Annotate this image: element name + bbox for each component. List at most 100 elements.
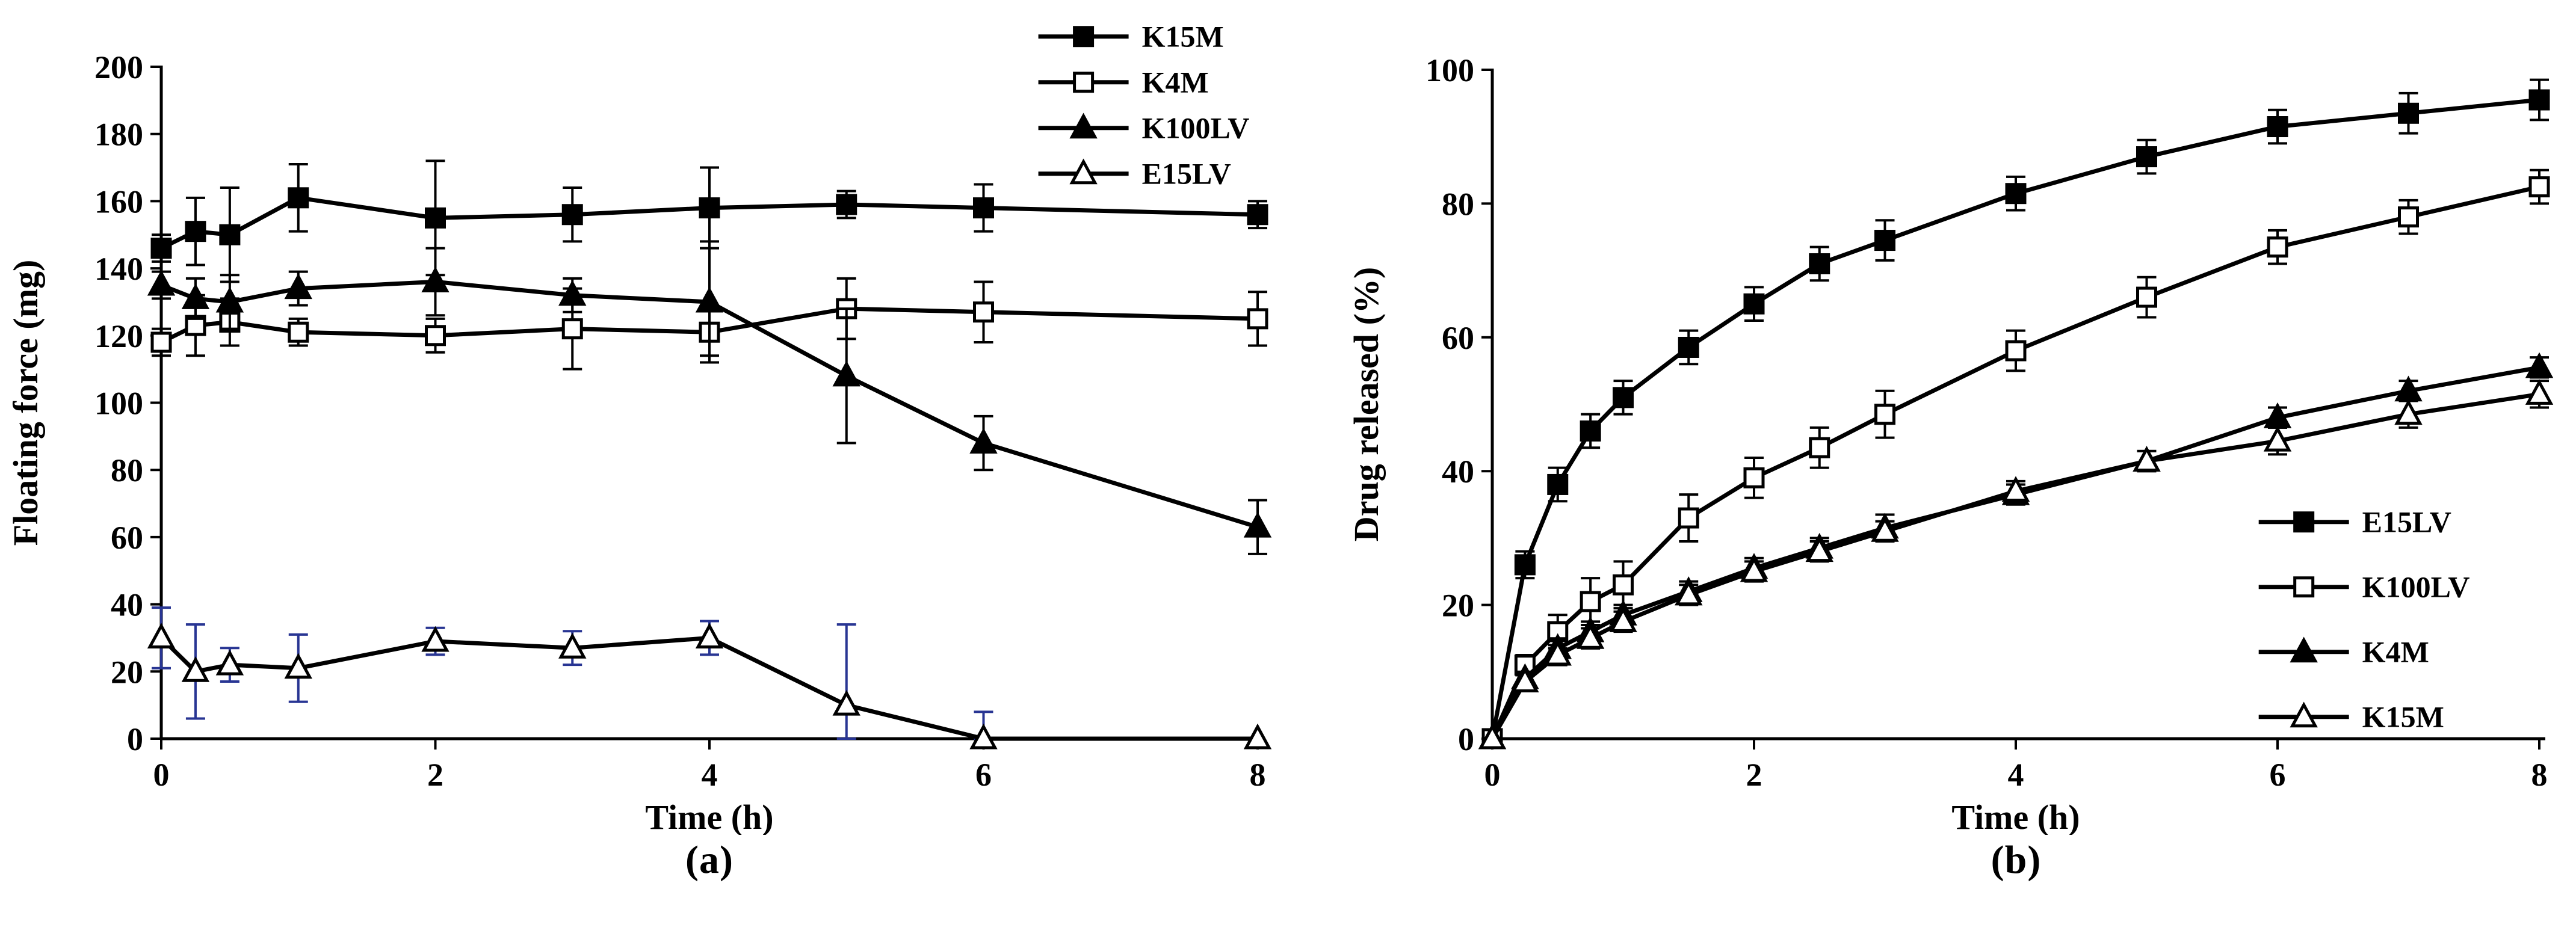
- data-point-marker: [1613, 387, 1634, 408]
- data-point-marker: [2263, 425, 2292, 452]
- data-point-marker: [150, 238, 172, 259]
- data-point-marker: [1243, 723, 1272, 750]
- data-point-marker: [421, 266, 449, 292]
- data-point-marker: [421, 626, 449, 652]
- data-point-marker: [150, 331, 172, 353]
- panel-a: 0 2 4 6 8 0 20 40 60 80 100 120 140 160 180 200 Time (h)…: [0, 10, 1288, 883]
- data-point-marker: [2398, 102, 2419, 124]
- error-bars: [1515, 78, 2549, 580]
- x-axis-label: Time (h): [1951, 798, 2080, 835]
- series-line: [160, 306, 1258, 345]
- y-axis-label: Floating force (mg): [6, 260, 45, 546]
- x-tick-label: 8: [1250, 757, 1266, 793]
- series-line: [160, 196, 1258, 250]
- data-point-marker: [2001, 476, 2030, 502]
- error-bars: [152, 606, 993, 740]
- y-tick-label: 140: [94, 251, 143, 287]
- data-point-marker: [695, 286, 724, 313]
- y-tick-label: 20: [111, 654, 143, 690]
- data-point-marker: [973, 197, 994, 219]
- data-point-marker: [1247, 204, 1268, 226]
- data-point-marker: [219, 224, 241, 245]
- two-panel-figure: 0 2 4 6 8 0 20 40 60 80 100 120 140 160 180 200 Time (h)…: [0, 10, 2576, 883]
- data-point-marker: [425, 325, 446, 346]
- data-point-marker: [1609, 606, 1637, 632]
- data-point-marker: [1069, 158, 1098, 185]
- data-point-marker: [2267, 236, 2288, 258]
- x-tick-label: 4: [702, 757, 718, 793]
- data-point-marker: [2528, 89, 2550, 111]
- data-point-marker: [284, 653, 312, 679]
- panel-b-label: (b): [1991, 838, 2042, 882]
- data-point-marker: [1678, 507, 1699, 529]
- legend-label: K15M: [1142, 20, 1224, 54]
- data-point-marker: [2136, 286, 2157, 308]
- series-line: [1490, 365, 2540, 740]
- legend-label: K100LV: [2362, 570, 2470, 604]
- data-point-marker: [1743, 467, 1765, 488]
- data-point-marker: [1511, 667, 1539, 692]
- data-point-marker: [1543, 639, 1572, 666]
- legend-label: E15LV: [2362, 505, 2451, 539]
- data-point-marker: [1743, 293, 1765, 315]
- data-point-marker: [1805, 536, 1833, 562]
- data-point-marker: [1678, 336, 1699, 358]
- data-point-marker: [2005, 183, 2027, 205]
- data-point-marker: [2528, 176, 2550, 198]
- y-tick-label: 20: [1442, 588, 1474, 624]
- x-tick-label: 0: [1484, 757, 1501, 793]
- legend: E15LV K100LV K4M K15M: [2258, 505, 2470, 734]
- data-point-marker: [284, 273, 312, 300]
- x-tick-label: 6: [2270, 757, 2286, 793]
- series-E15LV: [147, 606, 1272, 750]
- data-point-marker: [1580, 420, 1601, 442]
- y-tick-label: 80: [111, 452, 143, 488]
- data-point-marker: [2394, 399, 2423, 425]
- y-tick-label: 180: [94, 117, 143, 153]
- data-point-marker: [1740, 556, 1768, 582]
- legend: K15M K4M K100LV E15LV: [1038, 20, 1249, 191]
- data-point-marker: [1247, 308, 1268, 330]
- data-point-marker: [2293, 511, 2315, 533]
- data-point-marker: [1809, 437, 1830, 458]
- data-point-marker: [969, 723, 998, 750]
- x-tick-label: 2: [427, 757, 443, 793]
- legend-label: K15M: [2362, 700, 2444, 734]
- series-K15M: [150, 159, 1268, 283]
- data-point-marker: [832, 689, 860, 716]
- y-tick-label: 100: [94, 386, 143, 422]
- data-point-marker: [2293, 576, 2315, 598]
- data-point-marker: [1514, 554, 1536, 576]
- data-point-marker: [2005, 340, 2027, 362]
- data-point-marker: [2136, 146, 2157, 168]
- data-point-marker: [1069, 112, 1098, 139]
- data-point-marker: [288, 187, 309, 209]
- panel-b: 0 2 4 6 8 0 20 40 60 80 100 Time (h) Drug released (…: [1288, 10, 2576, 883]
- data-point-marker: [561, 318, 583, 340]
- data-point-marker: [288, 321, 309, 343]
- y-tick-label: 100: [1425, 52, 1474, 88]
- y-tick-label: 200: [94, 49, 143, 85]
- data-point-marker: [215, 649, 244, 676]
- y-tick-label: 0: [1458, 721, 1474, 757]
- data-point-marker: [832, 360, 860, 387]
- data-point-marker: [1547, 473, 1569, 495]
- legend-label: E15LV: [1142, 157, 1231, 191]
- series-K4M: [1478, 352, 2554, 750]
- y-tick-label: 0: [127, 721, 143, 757]
- y-tick-label: 60: [111, 520, 143, 556]
- data-point-marker: [969, 428, 998, 454]
- y-tick-label: 80: [1442, 186, 1474, 222]
- data-point-marker: [1613, 574, 1634, 596]
- data-point-marker: [1874, 404, 1895, 425]
- x-tick-label: 6: [975, 757, 992, 793]
- y-tick-label: 40: [1442, 454, 1474, 490]
- y-tick-label: 60: [1442, 320, 1474, 356]
- x-tick-label: 8: [2531, 757, 2548, 793]
- data-point-marker: [2290, 701, 2318, 728]
- data-point-marker: [2290, 636, 2318, 663]
